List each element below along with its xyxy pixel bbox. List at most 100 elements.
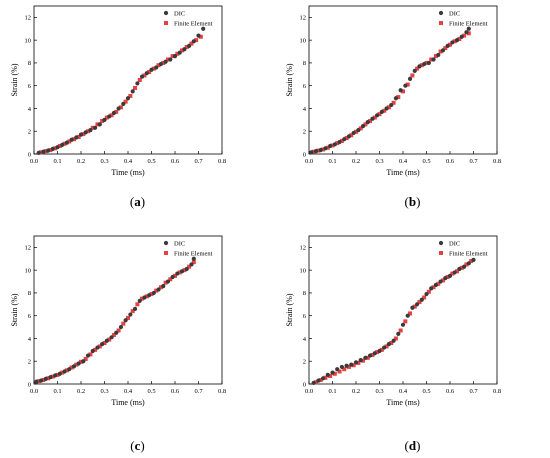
x-tick-label: 0.6: [446, 388, 455, 395]
series-dic: [36, 26, 206, 155]
fe-point: [114, 109, 119, 114]
x-tick-label: 0.5: [422, 158, 430, 165]
fe-point: [128, 93, 133, 98]
x-tick-label: 0.6: [171, 388, 180, 395]
x-tick-label: 0.5: [422, 388, 430, 395]
caption-d: (d): [404, 438, 421, 453]
x-tick-label: 0.0: [305, 158, 313, 165]
dic-point: [339, 364, 344, 370]
dic-point: [462, 264, 467, 269]
dic-point: [466, 261, 471, 266]
fe-point: [433, 54, 438, 59]
y-tick-label: 6: [28, 83, 32, 90]
dic-point: [184, 266, 189, 272]
fe-point: [459, 265, 464, 270]
dic-point: [337, 139, 342, 145]
fe-point: [363, 122, 368, 127]
dic-point: [382, 345, 387, 350]
fe-point: [184, 44, 189, 49]
fe-point: [151, 66, 156, 71]
dic-point: [121, 101, 126, 107]
fe-point: [325, 145, 330, 150]
x-tick-label: 0.4: [399, 388, 408, 395]
fe-point: [123, 99, 128, 104]
fe-point: [415, 66, 420, 71]
x-tick-label: 0.8: [493, 158, 501, 165]
dic-point: [168, 57, 173, 62]
fe-point: [55, 372, 60, 377]
dic-point: [81, 359, 86, 364]
x-tick-label: 0.3: [375, 388, 383, 395]
fe-point: [88, 352, 93, 357]
x-tick-label: 0.8: [218, 388, 226, 395]
y-tick-label: 0: [303, 381, 306, 388]
dic-point: [62, 369, 67, 374]
fe-point: [102, 341, 107, 346]
fe-point: [379, 347, 384, 352]
fe-point: [342, 367, 347, 372]
dic-point: [419, 297, 424, 302]
plot-frame: [33, 5, 223, 155]
y-tick-label: 4: [28, 336, 32, 343]
fe-point: [372, 115, 377, 120]
dic-point: [471, 257, 476, 263]
caption-b: (b): [404, 194, 421, 209]
fe-point: [391, 100, 396, 105]
fe-point: [121, 321, 126, 326]
fe-point: [69, 365, 74, 370]
dic-point: [370, 116, 375, 121]
legend-dic-marker: [438, 240, 444, 246]
dic-point: [191, 39, 196, 44]
fe-point: [354, 129, 358, 134]
x-tick-label: 0.6: [446, 158, 455, 165]
dic-point: [398, 88, 403, 93]
dic-point: [64, 140, 69, 145]
fe-point: [163, 280, 168, 285]
fe-point: [191, 260, 196, 265]
dic-point: [179, 269, 185, 274]
fe-point: [60, 370, 65, 375]
dic-point: [111, 110, 116, 116]
dic-point: [396, 331, 401, 337]
dic-point: [379, 109, 384, 114]
dic-point: [149, 67, 154, 72]
caption-c: (c): [130, 438, 145, 453]
dic-point: [342, 137, 347, 142]
legend-fe-label: Finite Element: [449, 250, 488, 257]
fe-point: [361, 358, 366, 363]
dic-point: [97, 122, 102, 127]
fe-point: [175, 51, 180, 56]
series-finite-element: [39, 34, 203, 155]
dic-point: [201, 26, 206, 31]
fe-point: [323, 375, 328, 380]
y-tick-label: 8: [303, 290, 306, 297]
fe-point: [356, 360, 361, 365]
legend-fe-marker: [164, 251, 168, 255]
fe-point: [316, 148, 321, 153]
dic-point: [137, 298, 142, 303]
caption-a: (a): [129, 194, 146, 209]
chart-panel-b: 0.0 0.1 0.2 0.3 0.4 0.5 0.6 0.7 0.8 0 2 4 6 8 10 12 Time…: [275, 0, 550, 228]
y-tick-label: 0: [303, 151, 306, 158]
dic-point: [109, 335, 114, 340]
dic-point: [466, 26, 471, 31]
fe-point: [116, 328, 121, 333]
dic-point: [457, 266, 462, 272]
dic-point: [410, 305, 415, 310]
fe-point: [144, 294, 149, 299]
dic-point: [311, 380, 316, 385]
x-tick-label: 0.7: [469, 158, 478, 165]
fe-point: [445, 274, 450, 279]
dic-point: [384, 106, 389, 111]
dic-point: [335, 367, 340, 372]
x-tick-label: 0.7: [469, 388, 478, 395]
x-tick-label: 0.7: [194, 388, 203, 395]
dic-point: [426, 60, 431, 66]
dic-point: [147, 293, 152, 298]
dic-point: [172, 53, 178, 59]
series-finite-element: [314, 259, 474, 385]
x-tick-label: 0.2: [77, 158, 85, 165]
dic-point: [125, 96, 131, 101]
fe-point: [43, 149, 48, 154]
dic-point: [151, 290, 156, 296]
